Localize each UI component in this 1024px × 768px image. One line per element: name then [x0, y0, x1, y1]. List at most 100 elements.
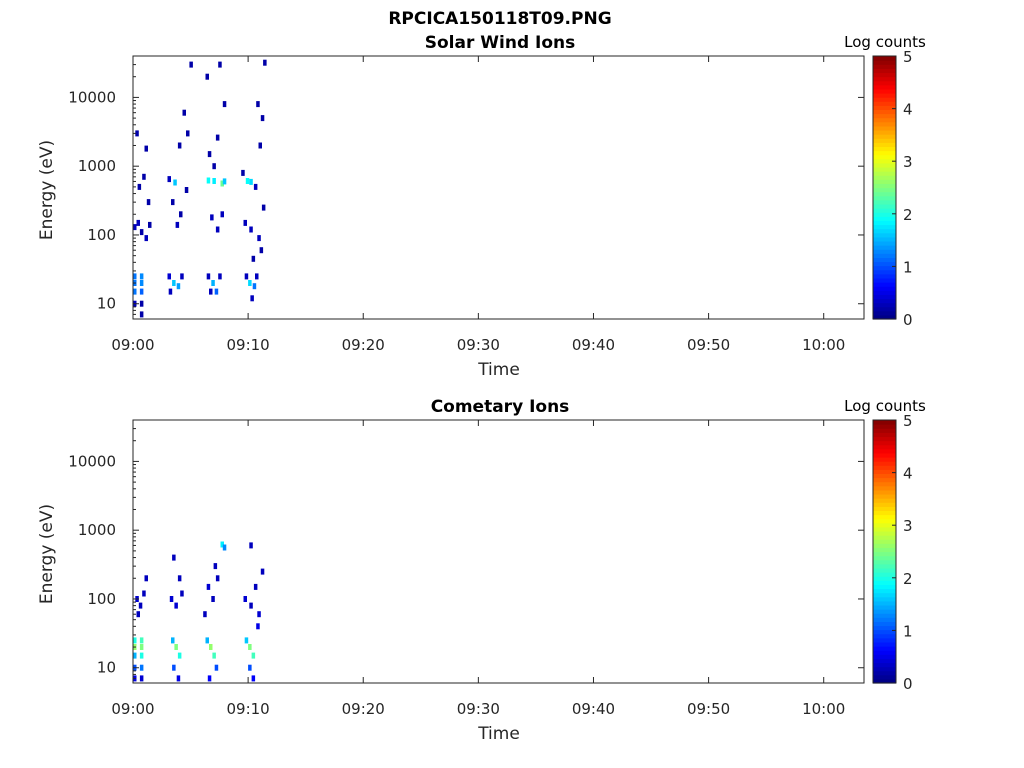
colorbar-segment [873, 129, 896, 135]
colorbar-segment [873, 547, 896, 553]
colorbar-segment [873, 526, 896, 532]
colorbar-tick-label: 5 [903, 412, 913, 430]
heatmap-cell [176, 283, 181, 290]
panel-2-ylabel: Energy (eV) [37, 504, 57, 604]
colorbar-segment [873, 121, 896, 127]
heatmap-cell [207, 675, 212, 682]
heatmap-cell [218, 273, 222, 280]
colorbar-segment [873, 576, 896, 581]
panel-1-axes: 09:00 09:10 09:20 09:30 09:40 09:50 10:00 10 100… [68, 55, 864, 354]
heatmap-cell [139, 300, 144, 307]
colorbar-segment [873, 138, 896, 143]
heatmap-cell [252, 283, 257, 290]
colorbar-segment [873, 621, 896, 627]
colorbar-segment [873, 424, 896, 429]
colorbar-tick-label: 4 [903, 465, 913, 483]
colorbar-segment [873, 105, 896, 111]
panel-2-colorbar-label: Log counts [844, 397, 926, 415]
colorbar-segment [873, 543, 896, 548]
colorbar-segment [873, 282, 896, 287]
colorbar-segment [873, 228, 896, 234]
heatmap-cell [244, 637, 249, 644]
heatmap-cell [253, 183, 258, 190]
heatmap-cell [249, 542, 253, 549]
heatmap-cell [144, 145, 148, 152]
heatmap-cell [139, 664, 144, 671]
colorbar-segment [873, 666, 896, 672]
heatmap-cell [212, 163, 216, 170]
colorbar-segment [873, 286, 896, 291]
colorbar-segment [873, 80, 896, 86]
y-tick-label: 1000 [78, 157, 116, 175]
heatmap-cell [248, 644, 252, 650]
heatmap-cell [258, 142, 262, 149]
colorbar-tick-label: 0 [903, 675, 913, 693]
heatmap-cell [173, 179, 177, 186]
heatmap-cell [133, 288, 137, 295]
y-tick-label: 10000 [68, 452, 116, 470]
colorbar-tick-label: 2 [903, 206, 913, 224]
heatmap-cell [133, 637, 137, 644]
colorbar-segment [873, 637, 896, 643]
x-tick-label: 09:50 [687, 700, 730, 718]
colorbar-segment [873, 514, 896, 520]
heatmap-cell [171, 199, 175, 206]
colorbar-segment [873, 674, 896, 680]
colorbar-tick-label: 1 [903, 622, 913, 640]
heatmap-cell [205, 73, 209, 80]
heatmap-cell [248, 280, 252, 286]
heatmap-cell [177, 575, 182, 582]
panel-cometary: Cometary Ions 09:00 09:10 09:20 09:30 09:40 0… [37, 397, 926, 744]
heatmap-cell [243, 219, 247, 226]
heatmap-cell [215, 575, 220, 582]
colorbar-segment [873, 420, 896, 425]
heatmap-cell [260, 115, 265, 122]
colorbar-segment [873, 208, 896, 213]
heatmap-cell [209, 288, 213, 295]
heatmap-cell [248, 664, 252, 671]
colorbar-segment [873, 154, 896, 160]
colorbar-segment [873, 559, 896, 565]
colorbar-segment [873, 448, 896, 454]
colorbar-segment [873, 64, 896, 69]
heatmap-cell [168, 288, 173, 295]
colorbar-segment [873, 310, 896, 316]
colorbar-segment [873, 456, 896, 462]
colorbar-segment [873, 179, 896, 184]
colorbar-segment [873, 506, 896, 512]
colorbar-segment [873, 510, 896, 516]
colorbar-segment [873, 444, 896, 450]
colorbar-segment [873, 269, 896, 275]
x-tick-label: 09:20 [342, 336, 385, 354]
heatmap-cell [182, 109, 186, 116]
heatmap-cell [186, 130, 190, 137]
colorbar-segment [873, 436, 896, 442]
colorbar-segment [873, 461, 896, 466]
colorbar-segment [873, 109, 896, 115]
panel-1-colorbar-label: Log counts [844, 33, 926, 51]
colorbar-segment [873, 489, 896, 495]
x-tick-label: 09:00 [111, 336, 154, 354]
heatmap-cell [180, 590, 184, 597]
heatmap-cell [179, 211, 183, 218]
heatmap-cell [133, 224, 137, 231]
colorbar-tick-label: 3 [903, 153, 913, 171]
heatmap-cell [167, 176, 171, 183]
heatmap-cell [133, 273, 137, 280]
colorbar-segment [873, 302, 896, 308]
heatmap-cell [214, 664, 219, 671]
heatmap-cell [142, 590, 146, 597]
heatmap-cell [209, 644, 213, 650]
y-tick-label: 100 [87, 590, 116, 608]
heatmap-cell [213, 563, 218, 570]
colorbar-segment [873, 678, 896, 684]
colorbar-segment [873, 625, 896, 631]
colorbar-segment [873, 236, 896, 242]
heatmap-cell [136, 611, 140, 618]
heatmap-cell [203, 611, 207, 618]
heatmap-cell [257, 611, 261, 618]
panel-2-xlabel: Time [477, 724, 520, 744]
heatmap-cell [177, 652, 182, 659]
figure-title: RPCICA150118T09.PNG [388, 9, 611, 29]
